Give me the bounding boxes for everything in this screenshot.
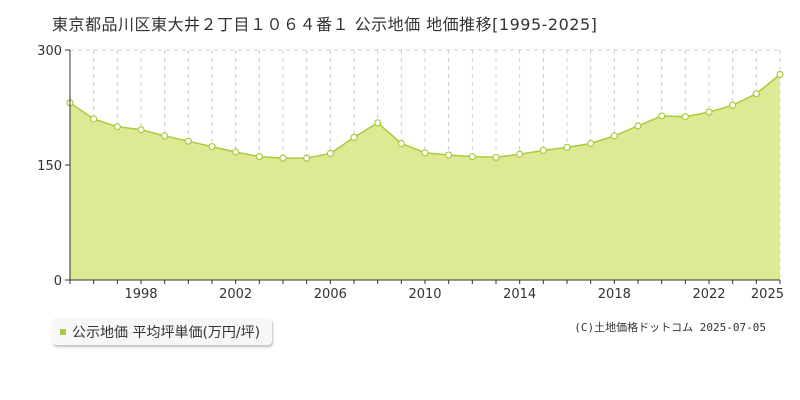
data-point (516, 150, 524, 158)
credit-text: (C)土地価格ドットコム 2025-07-05 (574, 321, 766, 334)
data-point (397, 139, 405, 148)
data-point (137, 126, 145, 134)
x-tick-label: 2022 (692, 287, 725, 302)
data-point (705, 108, 713, 116)
x-tick-label: 1998 (124, 287, 157, 302)
data-point (610, 132, 618, 140)
data-point (208, 143, 216, 151)
price-chart: 0 150 300 1998 2002 2006 2010 2014 2018 2022 2025 (37, 44, 784, 302)
data-point (492, 153, 500, 161)
y-tick-label: 300 (37, 44, 62, 59)
data-point (113, 123, 121, 131)
data-point (445, 151, 453, 159)
data-point (776, 70, 784, 79)
data-point (539, 146, 547, 155)
data-point (90, 115, 98, 123)
data-point (563, 143, 571, 151)
legend: 公示地価 平均坪単価(万円/坪) (52, 318, 273, 345)
data-point (374, 119, 382, 127)
data-point (279, 154, 287, 162)
axes: 0 150 300 1998 2002 2006 2010 2014 2018 2022 2025 (37, 44, 784, 302)
data-point (658, 112, 666, 120)
x-tick-label: 2010 (408, 287, 441, 302)
data-point (729, 101, 737, 109)
x-tick-label: 2002 (219, 287, 252, 302)
data-point (303, 154, 311, 162)
y-tick-label: 0 (54, 274, 62, 289)
data-points (66, 70, 784, 162)
data-point (468, 152, 476, 161)
data-point (350, 133, 358, 141)
chart-title: 東京都品川区東大井２丁目１０６４番１ 公示地価 地価推移[1995-2025] (52, 15, 598, 34)
data-point (326, 149, 334, 158)
area-fill (70, 74, 780, 280)
data-point (752, 90, 760, 98)
x-tick-label: 2018 (598, 287, 631, 302)
x-tick-label: 2025 (751, 287, 784, 302)
data-point (421, 149, 429, 157)
data-point (161, 132, 169, 140)
data-point (587, 139, 595, 148)
data-point (232, 148, 240, 156)
data-point (255, 152, 263, 161)
legend-marker-icon (60, 328, 66, 335)
data-point (184, 137, 192, 145)
legend-label: 公示地価 平均坪単価(万円/坪) (72, 324, 261, 341)
data-point (634, 122, 642, 130)
data-point (681, 113, 689, 121)
y-tick-label: 150 (37, 159, 62, 174)
x-tick-label: 2006 (314, 287, 347, 302)
x-tick-label: 2014 (503, 287, 536, 302)
